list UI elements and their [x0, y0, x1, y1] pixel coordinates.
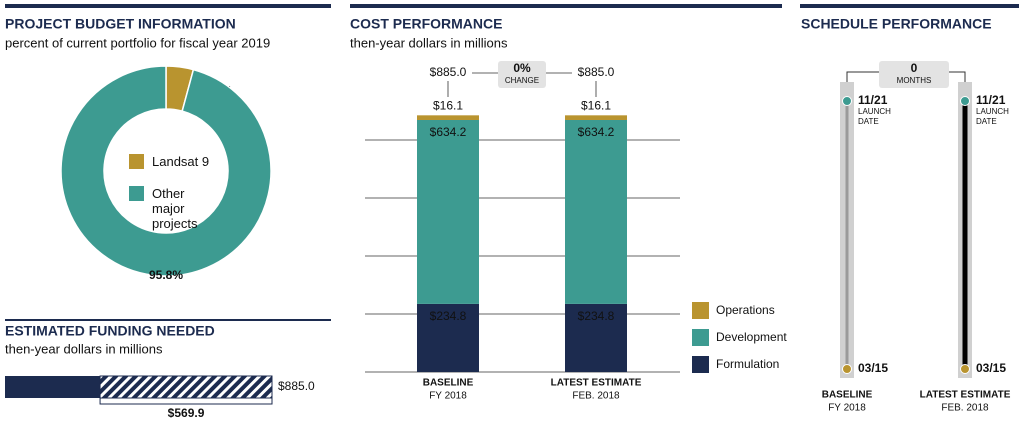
- panel-rule: [5, 319, 331, 321]
- category-note: FY 2018: [429, 391, 467, 402]
- total-label: $885.0: [430, 65, 467, 79]
- panel-subtitle: percent of current portfolio for fiscal …: [5, 35, 270, 50]
- start-dot: [960, 364, 970, 374]
- column-label: BASELINE: [822, 390, 873, 401]
- segment-label: $16.1: [581, 98, 611, 112]
- segment-label: $634.2: [430, 125, 467, 139]
- bracket: [99, 398, 273, 405]
- panel-rule: [350, 4, 782, 8]
- panel-rule: [800, 4, 1019, 8]
- legend-label: Landsat 9: [152, 154, 210, 169]
- launch-caption: LAUNCH DATE: [976, 107, 1009, 126]
- difference-box: [879, 61, 949, 88]
- funding-segment: [5, 376, 101, 398]
- start-date: 03/15: [976, 361, 1006, 375]
- legend-swatch: [129, 154, 144, 169]
- panel-subtitle: then-year dollars in millions: [5, 341, 163, 356]
- funding-segment: [99, 375, 273, 399]
- slice-label: 95.8%: [149, 268, 183, 282]
- launch-date: 11/21: [858, 93, 888, 107]
- start-dot: [842, 364, 852, 374]
- segment-label: $634.2: [578, 125, 615, 139]
- bar-segment: [417, 115, 479, 120]
- launch-dot: [842, 96, 852, 106]
- legend-swatch: [692, 356, 709, 373]
- bar-segment: [565, 119, 627, 304]
- legend-label: Formulation: [716, 357, 779, 371]
- segment-label: $16.1: [433, 98, 463, 112]
- legend-label: Operations: [716, 303, 775, 317]
- difference-value: 0: [911, 61, 918, 75]
- column-label: LATEST ESTIMATE: [920, 390, 1011, 401]
- change-box: [498, 61, 546, 88]
- bar-segment: [565, 303, 627, 372]
- launch-caption: LAUNCH DATE: [858, 107, 891, 126]
- panel-title: PROJECT BUDGET INFORMATION: [5, 16, 236, 32]
- segment-label: $234.8: [578, 309, 615, 323]
- panel-subtitle: then-year dollars in millions: [350, 35, 508, 50]
- category-label: BASELINE: [423, 378, 474, 389]
- category-note: FEB. 2018: [572, 391, 620, 402]
- start-date: 03/15: [858, 361, 888, 375]
- legend-swatch: [692, 302, 709, 319]
- segment-label: $569.9: [168, 406, 205, 420]
- legend-swatch: [129, 186, 144, 201]
- legend-label: Other major projects: [152, 186, 198, 231]
- panel-rule: [5, 4, 331, 8]
- change-value: 0%: [513, 61, 531, 75]
- bar-segment: [417, 119, 479, 304]
- total-label: $885.0: [278, 379, 315, 393]
- legend-swatch: [692, 329, 709, 346]
- panel-title: COST PERFORMANCE: [350, 16, 502, 32]
- panel-title: ESTIMATED FUNDING NEEDED: [5, 323, 215, 339]
- total-label: $885.0: [578, 65, 615, 79]
- bar-segment: [417, 303, 479, 372]
- segment-label: $234.8: [430, 309, 467, 323]
- column-note: FEB. 2018: [941, 403, 989, 414]
- legend-label: Development: [716, 330, 787, 344]
- launch-dot: [960, 96, 970, 106]
- launch-date: 11/21: [976, 93, 1006, 107]
- panel-title: SCHEDULE PERFORMANCE: [801, 16, 992, 32]
- donut-slice: [60, 65, 272, 277]
- difference-unit: MONTHS: [897, 76, 932, 85]
- change-caption: CHANGE: [505, 76, 539, 85]
- bar-segment: [565, 115, 627, 120]
- category-label: LATEST ESTIMATE: [551, 378, 642, 389]
- column-note: FY 2018: [828, 403, 866, 414]
